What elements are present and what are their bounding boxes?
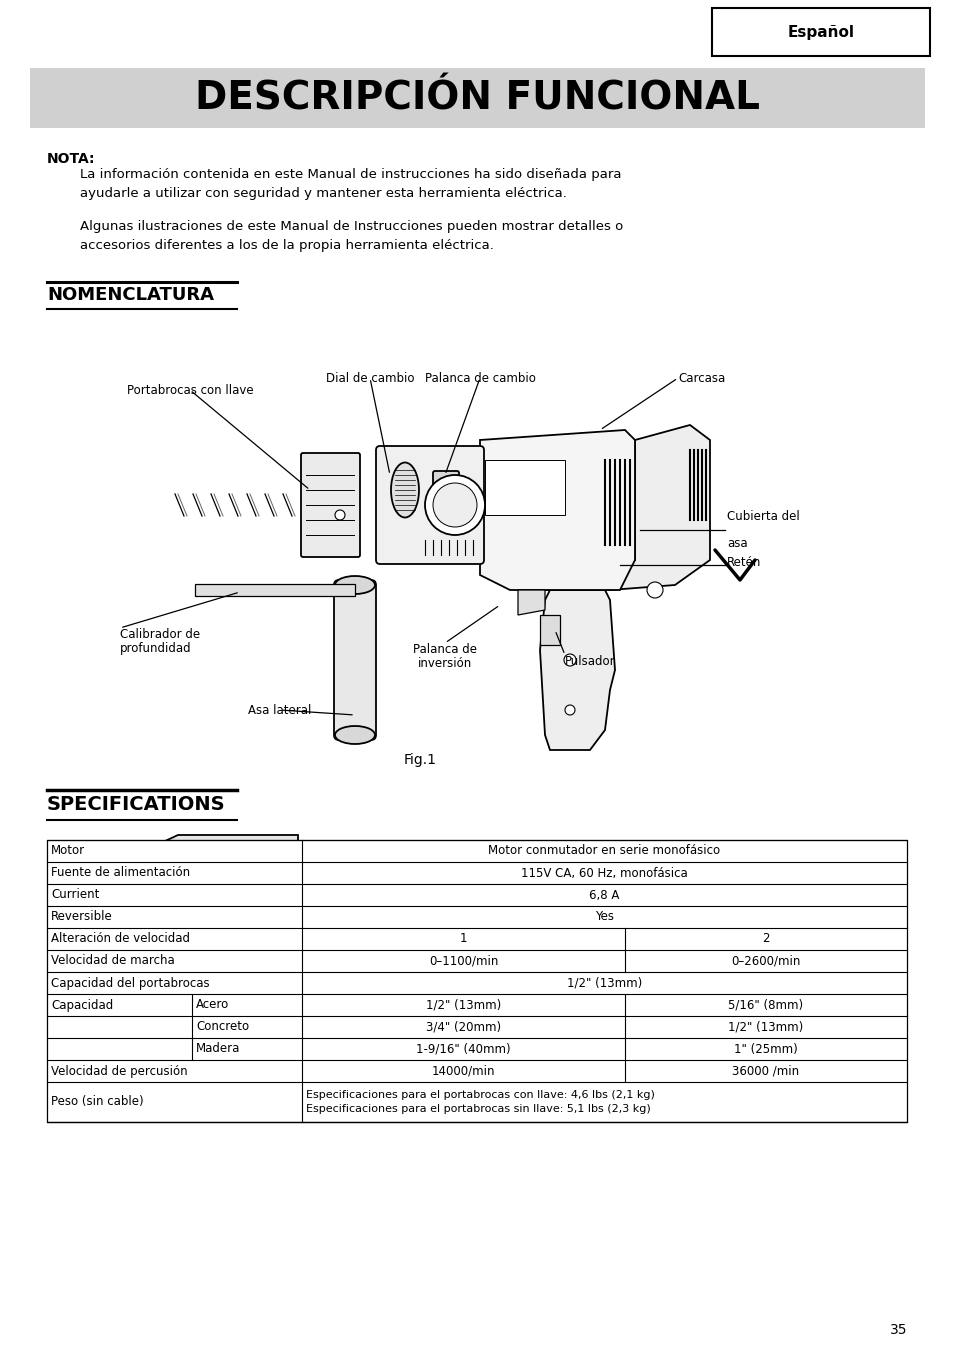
Text: Asa lateral: Asa lateral bbox=[248, 703, 312, 717]
Ellipse shape bbox=[335, 576, 375, 594]
Bar bbox=[47, 840, 906, 1122]
Text: Palanca de cambio: Palanca de cambio bbox=[424, 372, 535, 384]
Text: Reversible: Reversible bbox=[51, 910, 112, 923]
Text: Cubierta del: Cubierta del bbox=[726, 510, 799, 523]
Text: Carcasa: Carcasa bbox=[678, 372, 724, 384]
Text: Motor: Motor bbox=[51, 845, 85, 857]
Text: Peso (sin cable): Peso (sin cable) bbox=[51, 1095, 144, 1109]
Text: 6,8 A: 6,8 A bbox=[589, 888, 619, 902]
Text: 1: 1 bbox=[459, 933, 467, 945]
Circle shape bbox=[563, 654, 576, 667]
Ellipse shape bbox=[335, 726, 375, 744]
Text: Portabrocas con llave: Portabrocas con llave bbox=[127, 384, 253, 396]
Text: La información contenida en este Manual de instrucciones ha sido diseñada para
a: La información contenida en este Manual … bbox=[80, 168, 620, 200]
Polygon shape bbox=[517, 589, 544, 615]
Text: 14000/min: 14000/min bbox=[432, 1064, 495, 1078]
Text: NOMENCLATURA: NOMENCLATURA bbox=[47, 287, 213, 304]
Polygon shape bbox=[479, 430, 635, 589]
Text: NOTA:: NOTA: bbox=[47, 151, 95, 166]
Text: Fig.1: Fig.1 bbox=[403, 753, 436, 767]
Text: Retén: Retén bbox=[726, 556, 760, 568]
Text: Acero: Acero bbox=[195, 999, 229, 1011]
Text: 1/2" (13mm): 1/2" (13mm) bbox=[566, 976, 641, 990]
Text: Especificaciones para el portabrocas con llave: 4,6 lbs (2,1 kg): Especificaciones para el portabrocas con… bbox=[306, 1090, 654, 1101]
Bar bbox=[30, 68, 924, 128]
Text: 1/2" (13mm): 1/2" (13mm) bbox=[727, 1021, 802, 1033]
Text: 5/16" (8mm): 5/16" (8mm) bbox=[728, 999, 802, 1011]
Bar bbox=[194, 584, 355, 596]
Text: Alteración de velocidad: Alteración de velocidad bbox=[51, 933, 190, 945]
Text: 1/2" (13mm): 1/2" (13mm) bbox=[425, 999, 500, 1011]
Text: Currient: Currient bbox=[51, 888, 99, 902]
Circle shape bbox=[335, 510, 345, 521]
Text: 1: 1 bbox=[438, 499, 443, 507]
Bar bbox=[711, 8, 929, 55]
Text: inversión: inversión bbox=[417, 657, 472, 671]
Circle shape bbox=[433, 483, 476, 527]
Text: Calibrador de: Calibrador de bbox=[120, 627, 200, 641]
Text: Capacidad: Capacidad bbox=[51, 999, 113, 1011]
Text: Pulsador: Pulsador bbox=[564, 654, 615, 668]
Text: Velocidad de marcha: Velocidad de marcha bbox=[51, 955, 174, 968]
Text: Capacidad del portabrocas: Capacidad del portabrocas bbox=[51, 976, 210, 990]
Ellipse shape bbox=[391, 462, 418, 518]
Text: 1-9/16" (40mm): 1-9/16" (40mm) bbox=[416, 1042, 510, 1056]
Circle shape bbox=[646, 581, 662, 598]
FancyBboxPatch shape bbox=[301, 453, 359, 557]
Circle shape bbox=[564, 704, 575, 715]
Text: Motor conmutador en serie monofásico: Motor conmutador en serie monofásico bbox=[488, 845, 720, 857]
Text: 36000 /min: 36000 /min bbox=[732, 1064, 799, 1078]
Text: Yes: Yes bbox=[595, 910, 614, 923]
Text: profundidad: profundidad bbox=[120, 642, 192, 654]
Text: Palanca de: Palanca de bbox=[413, 644, 476, 656]
Text: Madera: Madera bbox=[195, 1042, 240, 1056]
Polygon shape bbox=[539, 589, 615, 750]
Text: 2: 2 bbox=[761, 933, 769, 945]
Circle shape bbox=[424, 475, 484, 535]
FancyBboxPatch shape bbox=[375, 446, 483, 564]
Polygon shape bbox=[544, 425, 709, 589]
Text: 2: 2 bbox=[449, 499, 455, 507]
Text: DESCRIPCIÓN FUNCIONAL: DESCRIPCIÓN FUNCIONAL bbox=[194, 78, 760, 118]
FancyBboxPatch shape bbox=[334, 580, 375, 740]
Text: Concreto: Concreto bbox=[195, 1021, 249, 1033]
Text: Velocidad de percusión: Velocidad de percusión bbox=[51, 1064, 188, 1078]
Polygon shape bbox=[138, 842, 163, 852]
Polygon shape bbox=[539, 615, 559, 645]
Text: Algunas ilustraciones de este Manual de Instrucciones pueden mostrar detalles o
: Algunas ilustraciones de este Manual de … bbox=[80, 220, 622, 253]
Text: 0–1100/min: 0–1100/min bbox=[428, 955, 497, 968]
Bar bbox=[484, 460, 564, 515]
Text: 1" (25mm): 1" (25mm) bbox=[734, 1042, 797, 1056]
Text: 115V CA, 60 Hz, monofásica: 115V CA, 60 Hz, monofásica bbox=[520, 867, 687, 880]
Text: Especificaciones para el portabrocas sin llave: 5,1 lbs (2,3 kg): Especificaciones para el portabrocas sin… bbox=[306, 1105, 650, 1114]
Text: 0–2600/min: 0–2600/min bbox=[731, 955, 800, 968]
Text: 35: 35 bbox=[888, 1324, 906, 1337]
Text: Dial de cambio: Dial de cambio bbox=[325, 372, 414, 384]
Text: 3/4" (20mm): 3/4" (20mm) bbox=[425, 1021, 500, 1033]
Text: asa: asa bbox=[726, 537, 747, 550]
Polygon shape bbox=[163, 836, 297, 859]
Text: SPECIFICATIONS: SPECIFICATIONS bbox=[47, 795, 226, 814]
Text: Español: Español bbox=[786, 24, 854, 39]
FancyBboxPatch shape bbox=[433, 470, 458, 498]
Text: Fuente de alimentación: Fuente de alimentación bbox=[51, 867, 190, 880]
